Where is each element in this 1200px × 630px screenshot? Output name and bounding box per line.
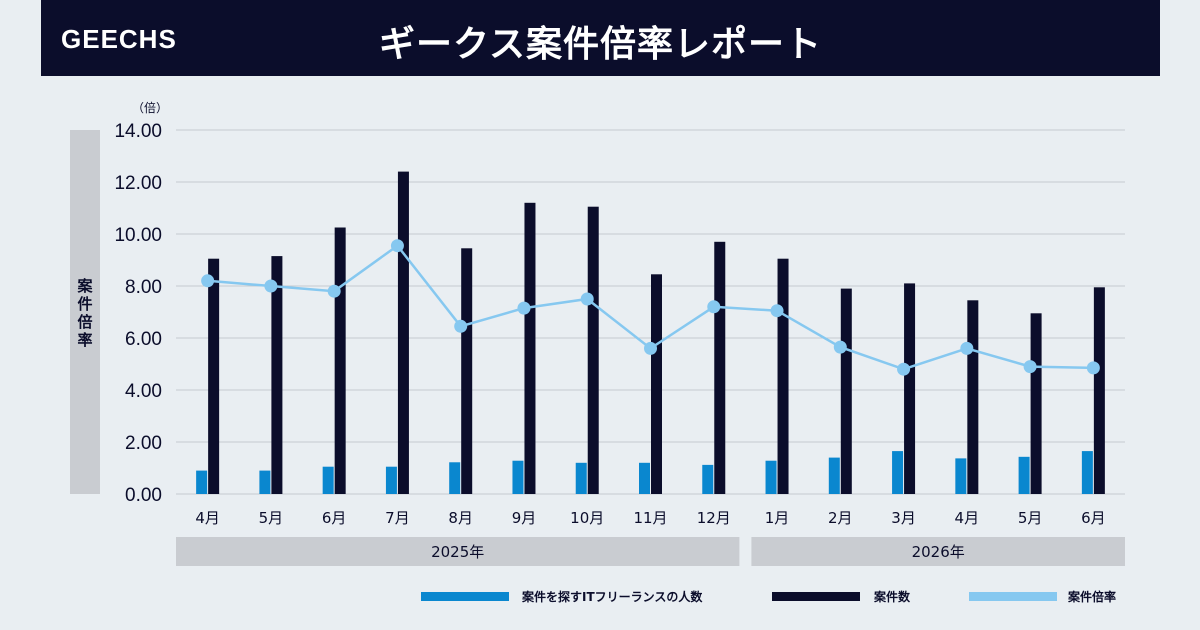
ratio-point [580, 292, 594, 306]
ratio-point [454, 319, 468, 333]
cases-bar [840, 288, 852, 494]
y-tick-label: 0.00 [125, 485, 162, 506]
cases-bar [967, 300, 979, 494]
legend-label: 案件を探すITフリーランスの人数 [521, 589, 703, 604]
y-tick-label: 8.00 [125, 277, 162, 298]
y-axis-label-char: 件 [77, 295, 92, 313]
ratio-point [770, 304, 784, 318]
cases-bar [208, 258, 220, 494]
y-axis-label-box: 案件倍率 [70, 130, 100, 494]
y-axis-label-char: 倍 [77, 313, 92, 331]
brand-logo: GEECHS [61, 24, 177, 54]
y-axis-label-char: 案 [76, 277, 93, 295]
y-tick-label: 2.00 [125, 433, 162, 454]
y-unit-label: （倍） [132, 100, 168, 115]
legend: 案件を探すITフリーランスの人数 案件数 案件倍率 [421, 589, 1116, 604]
y-tick-label: 10.00 [114, 225, 162, 246]
x-tick-label: 7月 [385, 509, 410, 527]
cases-bar [777, 258, 789, 494]
x-tick-label: 9月 [512, 509, 537, 527]
ratio-point [960, 341, 974, 355]
legend-label: 案件数 [873, 589, 911, 604]
cases-bar [1030, 313, 1042, 494]
ratio-point [1023, 360, 1037, 374]
cases-bar [461, 248, 473, 494]
freelancers-bar [385, 466, 397, 494]
x-tick-label: 10月 [570, 509, 604, 527]
legend-swatch [969, 592, 1057, 601]
x-tick-label: 6月 [1081, 509, 1106, 527]
x-tick-label: 12月 [697, 509, 731, 527]
x-axis-ticks: 4月 5月 6月 7月 8月 9月 10月 11月 12月 1月 2月 3月 4月 5月 6月 [195, 509, 1105, 527]
y-axis-label-background [70, 130, 100, 494]
cases-bar [397, 171, 409, 494]
report-header: GEECHS ギークス案件倍率レポート [41, 0, 1160, 76]
report-title: ギークス案件倍率レポート [379, 24, 822, 65]
ratio-point [1086, 361, 1100, 375]
freelancers-bar [765, 460, 777, 494]
cases-bar [904, 283, 916, 494]
cases-bar [587, 206, 599, 494]
cases-bar [524, 202, 536, 495]
legend-label: 案件倍率 [1067, 589, 1116, 604]
x-tick-label: 3月 [891, 509, 916, 527]
y-axis-label-char: 率 [77, 331, 92, 349]
ratio-point [264, 279, 278, 293]
x-tick-label: 4月 [955, 509, 980, 527]
ratio-point [390, 239, 404, 253]
freelancers-bar [449, 462, 461, 494]
y-tick-label: 12.00 [114, 173, 162, 194]
freelancers-bar [1018, 456, 1030, 494]
grid-lines [176, 129, 1125, 495]
cases-bar [334, 227, 346, 494]
bars-group [196, 171, 1105, 495]
cases-bar [1093, 287, 1105, 494]
freelancers-bar [512, 460, 524, 494]
legend-swatch [772, 592, 860, 601]
freelancers-bar [1081, 451, 1093, 494]
y-tick-label: 4.00 [125, 381, 162, 402]
x-tick-label: 4月 [195, 509, 220, 527]
freelancers-bar [322, 466, 334, 494]
cases-bar [271, 256, 283, 494]
y-tick-label: 6.00 [125, 329, 162, 350]
freelancers-bar [639, 462, 650, 494]
freelancers-bar [702, 464, 714, 494]
cases-bar [714, 241, 726, 494]
y-tick-label: 14.00 [114, 121, 162, 142]
year-group-label: 2025年 [431, 543, 484, 561]
ratio-point [833, 340, 847, 354]
ratio-line-group [201, 239, 1100, 376]
ratio-point [517, 301, 531, 315]
year-group-bar [176, 537, 740, 566]
freelancers-bar [196, 470, 208, 494]
x-tick-label: 5月 [259, 509, 284, 527]
ratio-point [201, 274, 215, 288]
x-tick-label: 5月 [1018, 509, 1043, 527]
legend-swatch [421, 592, 509, 601]
ratio-point [897, 362, 911, 376]
ratio-point [644, 341, 657, 355]
freelancers-bar [575, 462, 587, 494]
cases-bar [651, 274, 662, 494]
ratio-point [707, 300, 721, 314]
y-axis-ticks: 0.00 2.00 4.00 6.00 8.00 10.00 12.00 14.00 （倍） [114, 100, 168, 506]
year-group-label: 2026年 [912, 543, 965, 561]
x-tick-label: 1月 [765, 509, 790, 527]
freelancers-bar [892, 451, 904, 494]
freelancers-bar [955, 458, 967, 494]
x-tick-label: 11月 [633, 509, 667, 527]
year-group-bar [751, 537, 1125, 566]
year-groups: 2025年 2026年 [176, 537, 1125, 566]
x-tick-label: 6月 [322, 509, 347, 527]
x-tick-label: 8月 [448, 509, 473, 527]
freelancers-bar [828, 457, 840, 494]
x-tick-label: 2月 [828, 509, 853, 527]
freelancers-bar [259, 470, 271, 494]
ratio-point [327, 284, 341, 298]
